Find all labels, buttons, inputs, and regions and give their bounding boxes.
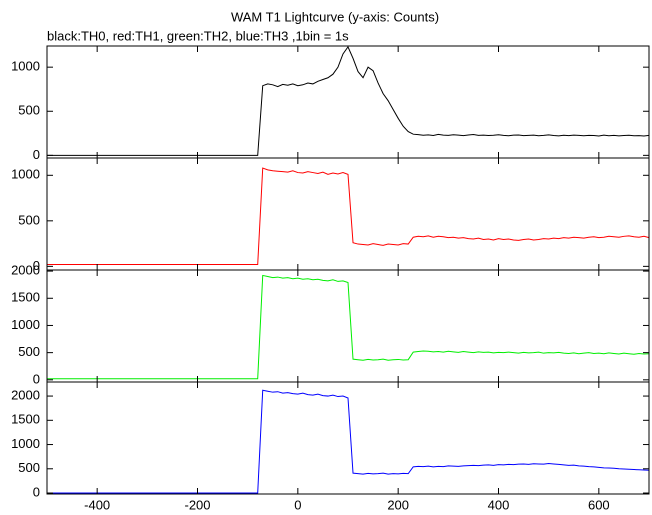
light-curve [47, 167, 650, 266]
light-curve [47, 389, 650, 494]
chart-title: WAM T1 Lightcurve (y-axis: Counts) [231, 9, 439, 24]
y-tick-label: 500 [18, 460, 40, 475]
x-tick-label: 200 [387, 497, 409, 512]
x-tick-label: 600 [588, 497, 610, 512]
y-tick-label: 1000 [11, 317, 40, 332]
y-tick-label: 1000 [11, 436, 40, 451]
y-tick-label: 0 [33, 371, 40, 386]
light-curve [47, 274, 650, 380]
y-tick-label: 1500 [11, 290, 40, 305]
y-tick-label: 500 [18, 103, 40, 118]
panel-frame [46, 45, 650, 159]
x-tick-label: -400 [84, 497, 110, 512]
y-tick-label: 1000 [11, 59, 40, 74]
y-tick-label: 1000 [11, 167, 40, 182]
y-tick-label: 0 [33, 484, 40, 499]
y-tick-label: 2000 [11, 263, 40, 278]
y-tick-label: 1500 [11, 412, 40, 427]
y-tick-label: 500 [18, 212, 40, 227]
y-tick-label: 500 [18, 344, 40, 359]
y-tick-label: 0 [33, 258, 40, 273]
light-curve [47, 45, 650, 156]
chart-subtitle: black:TH0, red:TH1, green:TH2, blue:TH3 … [47, 28, 349, 43]
y-tick-label: 0 [33, 147, 40, 162]
y-tick-label: 2000 [11, 387, 40, 402]
x-tick-label: -200 [184, 497, 210, 512]
x-tick-label: 0 [294, 497, 301, 512]
x-tick-label: 400 [488, 497, 510, 512]
panel-frame [46, 381, 650, 495]
